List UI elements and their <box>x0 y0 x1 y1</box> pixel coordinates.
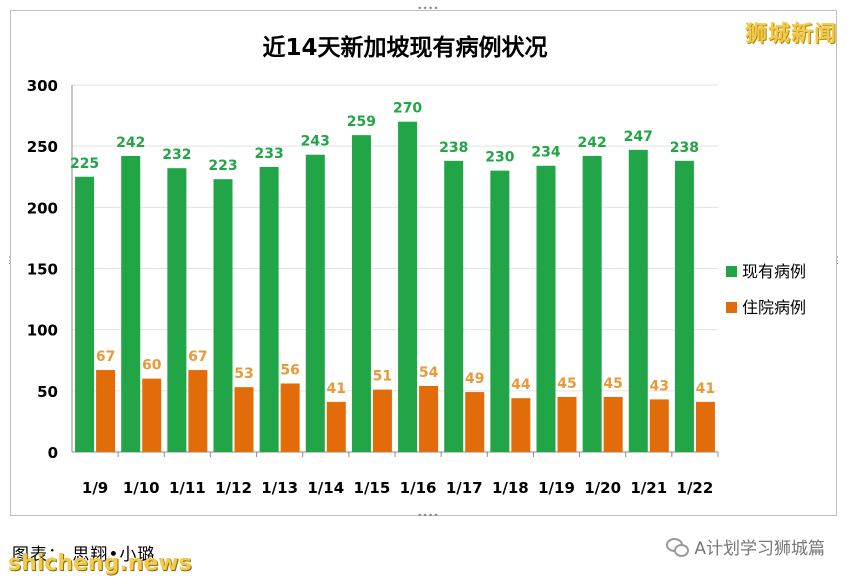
existing-value-label: 259 <box>347 114 376 130</box>
bar-hospital <box>188 370 208 452</box>
data-labels: 225 242 232 223 233 243 259 270 238 230 234 242 247 2… <box>70 101 715 397</box>
x-tick-label: 1/21 <box>630 479 667 497</box>
x-tick-label: 1/20 <box>584 479 621 497</box>
x-tick-label: 1/17 <box>446 479 483 497</box>
bar-existing <box>444 160 464 452</box>
account-signature: A计划学习狮城篇 <box>666 534 825 559</box>
x-tick-label: 1/10 <box>123 479 160 497</box>
site-watermark: shicheng.news <box>8 551 192 576</box>
bar-hospital <box>326 401 346 452</box>
existing-value-label: 242 <box>578 135 607 151</box>
bar-existing <box>305 154 325 453</box>
x-tick-label: 1/15 <box>354 479 391 497</box>
hospital-value-label: 53 <box>234 366 253 382</box>
y-tick-label: 200 <box>27 199 58 217</box>
bar-hospital <box>419 385 439 452</box>
x-tick-label: 1/13 <box>261 479 298 497</box>
bar-hospital <box>96 370 116 452</box>
legend-item-existing-swatch <box>726 266 737 277</box>
hospital-value-label: 44 <box>511 377 531 393</box>
legend-item-hospital-swatch <box>726 302 737 313</box>
wechat-icon <box>666 537 690 557</box>
bar-hospital <box>695 401 715 452</box>
hospital-value-label: 45 <box>557 376 576 392</box>
hospital-value-label: 67 <box>188 349 207 365</box>
account-name: A计划学习狮城篇 <box>694 539 825 559</box>
bar-hospital <box>511 398 531 452</box>
bar-existing <box>213 179 233 453</box>
existing-value-label: 238 <box>670 140 699 156</box>
bar-existing <box>167 168 187 453</box>
y-tick-label: 150 <box>27 261 58 279</box>
bar-existing <box>121 155 141 452</box>
bar-existing <box>351 135 371 452</box>
resize-handle-right[interactable]: ⋮ <box>833 256 842 266</box>
hospital-value-label: 54 <box>419 365 439 381</box>
x-tick-label: 1/18 <box>492 479 529 497</box>
existing-value-label: 232 <box>162 147 191 163</box>
resize-handle-bottom[interactable]: ∙∙∙∙ <box>417 511 439 521</box>
chart-title: 近14天新加坡现有病例状况 <box>262 34 547 61</box>
bar-hospital <box>557 396 577 452</box>
legend-item-existing-label: 现有病例 <box>742 262 806 281</box>
bar-existing <box>490 170 510 452</box>
resize-handle-top[interactable]: ∙∙∙∙ <box>417 4 439 14</box>
existing-value-label: 238 <box>439 140 468 156</box>
bar-existing <box>398 121 418 452</box>
bars <box>75 121 715 453</box>
bar-hospital <box>649 399 669 452</box>
x-tick-label: 1/9 <box>82 479 108 497</box>
existing-value-label: 247 <box>624 129 653 145</box>
x-tick-label: 1/19 <box>538 479 575 497</box>
bar-hospital <box>280 383 300 452</box>
bar-hospital <box>465 392 485 452</box>
bar-existing <box>75 176 95 452</box>
bar-hospital <box>142 378 162 452</box>
bar-existing <box>536 165 556 453</box>
y-tick-label: 100 <box>27 322 58 340</box>
y-tick-label: 250 <box>27 138 58 156</box>
y-tick-label: 300 <box>27 77 58 95</box>
chart-credit: 图表： 思翔•小璐 <box>12 545 156 565</box>
x-tick-label: 1/16 <box>400 479 437 497</box>
brand-watermark: 狮城新闻 <box>744 22 837 47</box>
x-tick-label: 1/11 <box>169 479 206 497</box>
existing-value-label: 243 <box>301 134 330 150</box>
existing-value-label: 223 <box>208 158 237 174</box>
bar-existing <box>582 155 602 452</box>
hospital-value-label: 41 <box>327 381 346 397</box>
hospital-value-label: 41 <box>696 381 715 397</box>
hospital-value-label: 51 <box>373 369 392 385</box>
hospital-value-label: 45 <box>603 376 622 392</box>
existing-value-label: 233 <box>255 146 284 162</box>
bar-chart: 近14天新加坡现有病例状况 0 50 100 150 200 250 300 1/9 1/10 1… <box>27 34 806 497</box>
y-tick-label: 0 <box>48 444 58 462</box>
bar-existing <box>674 160 694 452</box>
existing-value-label: 230 <box>485 150 514 166</box>
x-tick-label: 1/12 <box>215 479 252 497</box>
bar-existing <box>628 149 648 452</box>
hospital-value-label: 60 <box>142 358 162 374</box>
existing-value-label: 242 <box>116 135 145 151</box>
existing-value-label: 270 <box>393 101 422 117</box>
bar-existing <box>259 166 279 453</box>
x-tick-label: 1/14 <box>307 479 344 497</box>
hospital-value-label: 67 <box>96 349 115 365</box>
hospital-value-label: 43 <box>650 378 669 394</box>
bar-hospital <box>234 387 254 452</box>
existing-value-label: 234 <box>531 145 560 161</box>
bar-hospital <box>603 396 623 452</box>
hospital-value-label: 49 <box>465 371 484 387</box>
legend-item-hospital-label: 住院病例 <box>742 298 806 317</box>
hospital-value-label: 56 <box>280 362 299 378</box>
bar-hospital <box>372 389 392 452</box>
axes: 0 50 100 150 200 250 300 1/9 1/10 1/11 1/12 1/13 1/1… <box>27 77 719 497</box>
existing-value-label: 225 <box>70 156 99 172</box>
resize-handle-left[interactable]: ⋮ <box>5 256 14 266</box>
y-tick-label: 50 <box>37 383 58 401</box>
x-tick-label: 1/22 <box>677 479 714 497</box>
